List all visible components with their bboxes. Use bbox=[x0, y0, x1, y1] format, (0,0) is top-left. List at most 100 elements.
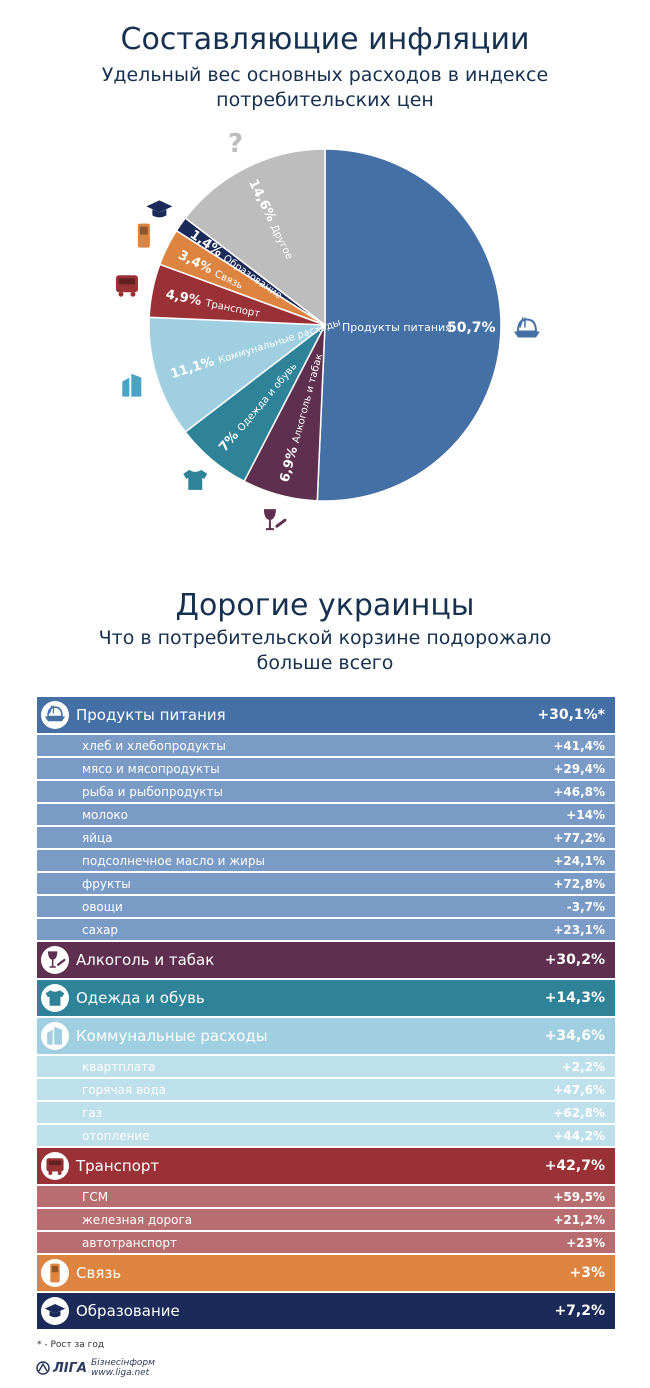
section-subtitle-line1: Что в потребительской корзине подорожало bbox=[98, 627, 552, 649]
subcategory-row: хлеб и хлебопродукты +41,4% bbox=[37, 735, 615, 756]
row-label: рыба и рыбопродукты bbox=[82, 784, 224, 799]
subcategory-row: овощи -3,7% bbox=[37, 896, 615, 917]
row-label: хлеб и хлебопродукты bbox=[82, 738, 226, 753]
phone-icon bbox=[41, 1259, 69, 1287]
pie-slice-other bbox=[184, 148, 326, 327]
pie-slice-utilities bbox=[148, 316, 328, 434]
chart-subtitle-line1: Удельный вес основных расходов в индексе bbox=[101, 64, 549, 86]
building-icon bbox=[122, 373, 142, 397]
tshirt-icon bbox=[183, 469, 208, 490]
row-value: +14% bbox=[566, 807, 605, 822]
row-label: отопление bbox=[82, 1128, 150, 1143]
chart-title: Составляющие инфляции bbox=[120, 22, 530, 57]
subcategory-row: рыба и рыбопродукты +46,8% bbox=[37, 781, 615, 802]
svg-text:Продукты питания: Продукты питания bbox=[342, 321, 452, 334]
category-row: Коммунальные расходы +34,6% bbox=[37, 1018, 615, 1054]
row-label: ГСМ bbox=[82, 1189, 109, 1204]
subcategory-row: отопление +44,2% bbox=[37, 1125, 615, 1146]
row-value: +77,2% bbox=[553, 830, 605, 845]
liga-logo-icon bbox=[36, 1361, 50, 1375]
row-value: +23% bbox=[566, 1235, 605, 1250]
logo-subtext: Бізнесінформ www.liga.net bbox=[91, 1358, 155, 1378]
row-value: +24,1% bbox=[553, 853, 605, 868]
bus-icon bbox=[115, 275, 138, 297]
row-value: +34,6% bbox=[544, 1028, 605, 1044]
row-label: Алкоголь и табак bbox=[76, 951, 215, 969]
pie-slice-food bbox=[316, 148, 502, 502]
subcategory-row: мясо и мясопродукты +29,4% bbox=[37, 758, 615, 779]
logo-line1: Бізнесінформ bbox=[90, 1358, 155, 1368]
row-label: Продукты питания bbox=[76, 706, 226, 724]
bus-icon bbox=[41, 1152, 69, 1180]
row-label: горячая вода bbox=[82, 1082, 167, 1097]
subcategory-row: газ +62,8% bbox=[37, 1102, 615, 1123]
price-growth-table: Продукты питания +30,1%* хлеб и хлебопроду… bbox=[37, 697, 615, 1331]
row-value: +42,7% bbox=[544, 1158, 605, 1174]
row-value: +41,4% bbox=[553, 738, 605, 753]
row-value: +23,1% bbox=[553, 922, 605, 937]
category-row: Алкоголь и табак +30,2% bbox=[37, 942, 615, 978]
row-value: +72,8% bbox=[553, 876, 605, 891]
row-value: +7,2% bbox=[554, 1303, 605, 1319]
row-value: +2,2% bbox=[561, 1059, 605, 1074]
logo-brand: ЛІГА bbox=[53, 1360, 87, 1376]
food-icon bbox=[41, 701, 69, 729]
question-icon: ? bbox=[228, 130, 243, 159]
row-label: Транспорт bbox=[76, 1157, 160, 1175]
row-label: сахар bbox=[82, 922, 119, 937]
graduation-cap-icon bbox=[41, 1297, 69, 1325]
category-row: Транспорт +42,7% bbox=[37, 1148, 615, 1184]
row-label: автотранспорт bbox=[82, 1235, 177, 1250]
wine-glass-icon bbox=[41, 946, 69, 974]
row-value: +3% bbox=[569, 1265, 606, 1281]
subcategory-row: ГСМ +59,5% bbox=[37, 1186, 615, 1207]
building-icon bbox=[41, 1022, 69, 1050]
row-label: Связь bbox=[76, 1264, 122, 1282]
row-label: яйца bbox=[82, 830, 113, 845]
subcategory-row: автотранспорт +23% bbox=[37, 1232, 615, 1253]
graduation-cap-icon bbox=[146, 200, 173, 218]
row-label: молоко bbox=[82, 807, 128, 822]
row-value: +21,2% bbox=[553, 1212, 605, 1227]
category-row: Одежда и обувь +14,3% bbox=[37, 980, 615, 1016]
row-value: +30,1%* bbox=[537, 707, 605, 723]
row-value: -3,7% bbox=[566, 899, 605, 914]
subcategory-row: фрукты +72,8% bbox=[37, 873, 615, 894]
section-title: Дорогие украинцы bbox=[175, 588, 475, 623]
row-value: +46,8% bbox=[553, 784, 605, 799]
subcategory-row: молоко +14% bbox=[37, 804, 615, 825]
row-label: фрукты bbox=[82, 876, 131, 891]
phone-icon bbox=[137, 223, 150, 248]
row-value: +47,6% bbox=[553, 1082, 605, 1097]
row-label: мясо и мясопродукты bbox=[82, 761, 220, 776]
logo-line2: www.liga.net bbox=[90, 1368, 150, 1378]
row-label: подсолнечное масло и жиры bbox=[82, 853, 265, 868]
svg-text:?: ? bbox=[228, 130, 243, 159]
row-label: овощи bbox=[82, 899, 123, 914]
subcategory-row: яйца +77,2% bbox=[37, 827, 615, 848]
wine-glass-icon bbox=[263, 509, 287, 531]
row-value: +44,2% bbox=[553, 1128, 605, 1143]
subcategory-row: квартплата +2,2% bbox=[37, 1056, 615, 1077]
subcategory-row: железная дорога +21,2% bbox=[37, 1209, 615, 1230]
row-label: Образование bbox=[76, 1302, 180, 1320]
chart-subtitle-line2: потребительских цен bbox=[216, 89, 434, 111]
row-label: железная дорога bbox=[82, 1212, 193, 1227]
row-value: +29,4% bbox=[553, 761, 605, 776]
row-label: Одежда и обувь bbox=[76, 989, 205, 1007]
section-subtitle-line2: больше всего bbox=[256, 652, 394, 674]
footnote: * - Рост за год bbox=[37, 1340, 105, 1350]
chart-subtitle: Удельный вес основных расходов в индексе… bbox=[0, 63, 650, 113]
row-value: +14,3% bbox=[544, 990, 605, 1006]
row-value: +30,2% bbox=[544, 952, 605, 968]
row-label: газ bbox=[82, 1105, 103, 1120]
category-row: Связь +3% bbox=[37, 1255, 615, 1291]
section-subtitle: Что в потребительской корзине подорожало… bbox=[0, 626, 650, 676]
category-row: Продукты питания +30,1%* bbox=[37, 697, 615, 733]
row-label: Коммунальные расходы bbox=[76, 1027, 268, 1045]
liga-logo: ЛІГА Бізнесінформ www.liga.net bbox=[36, 1358, 155, 1378]
row-label: квартплата bbox=[82, 1059, 156, 1074]
tshirt-icon bbox=[41, 984, 69, 1012]
category-row: Образование +7,2% bbox=[37, 1293, 615, 1329]
